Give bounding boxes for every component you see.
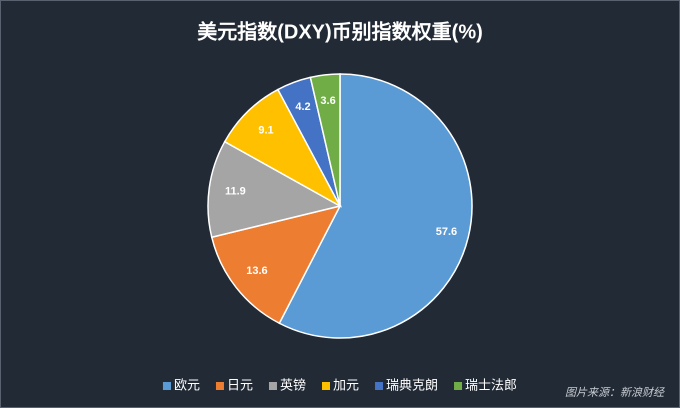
data-label: 11.9 <box>225 186 246 198</box>
data-label: 9.1 <box>258 125 273 137</box>
legend-swatch <box>268 382 277 390</box>
legend-swatch <box>375 382 384 390</box>
legend: 欧元 日元 英镑 加元 瑞典克朗 瑞士法郎 <box>162 377 517 392</box>
chart-title: 美元指数(DXY)币别指数权重(%) <box>197 19 483 43</box>
legend-label: 英镑 <box>280 377 306 392</box>
data-label: 4.2 <box>295 101 310 113</box>
data-label: 57.6 <box>436 226 457 238</box>
source-note: 图片来源：新浪财经 <box>565 386 665 399</box>
legend-label: 欧元 <box>174 377 200 392</box>
legend-label: 瑞士法郎 <box>465 377 517 392</box>
pie-slice <box>207 140 343 239</box>
pie-slice <box>278 73 473 339</box>
legend-swatch <box>454 382 463 390</box>
legend-swatch <box>322 382 330 390</box>
legend-label: 加元 <box>333 377 359 392</box>
legend-label: 日元 <box>227 377 253 392</box>
pie-slice <box>309 73 341 207</box>
pie-slice <box>210 204 342 325</box>
legend-swatch <box>162 382 171 390</box>
legend-swatch <box>215 382 224 390</box>
legend-label: 瑞典克朗 <box>386 377 438 392</box>
data-label: 3.6 <box>320 95 335 107</box>
data-label: 13.6 <box>246 265 267 277</box>
